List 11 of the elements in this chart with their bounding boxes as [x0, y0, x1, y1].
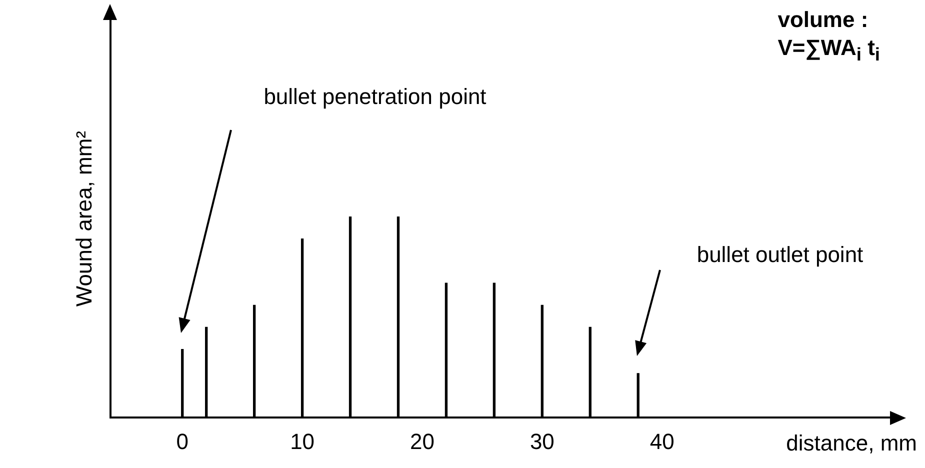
- text: volume :: [778, 6, 870, 34]
- x-tick-label: 10: [290, 428, 315, 454]
- annotation: bullet outlet point: [696, 242, 864, 268]
- x-tick-label: 0: [176, 428, 188, 454]
- x-axis-title: distance, mm: [786, 430, 917, 456]
- y-axis-title: Wound area, mm²: [71, 130, 96, 307]
- x-tick-label: 40: [650, 428, 674, 454]
- text: bullet penetration point: [264, 84, 486, 110]
- x-tick-label: 20: [410, 428, 434, 454]
- text: V=∑WA$_{i}$ t$_{i}$: [778, 34, 880, 66]
- x-tick-label: 30: [530, 428, 554, 454]
